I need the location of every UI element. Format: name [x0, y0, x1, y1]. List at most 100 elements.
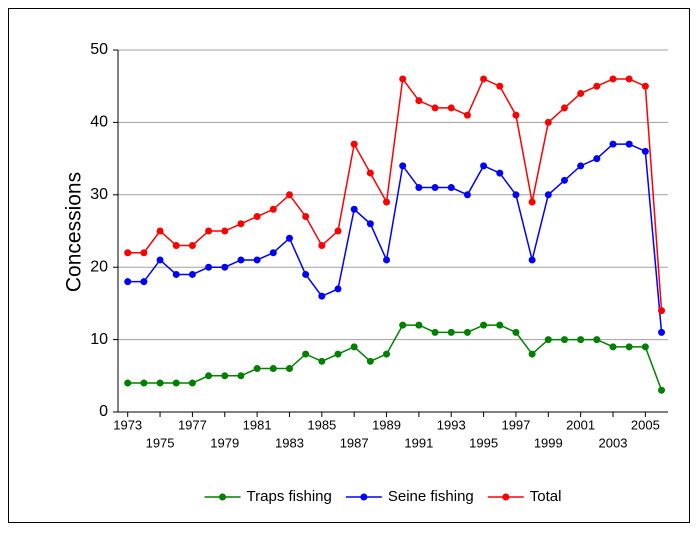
data-point — [528, 198, 536, 206]
data-point — [447, 328, 455, 336]
data-point — [140, 249, 148, 257]
data-point — [415, 97, 423, 105]
data-point — [156, 256, 164, 264]
data-point — [302, 350, 310, 358]
data-point — [593, 336, 601, 344]
x-tick-label: 1987 — [340, 435, 369, 450]
data-point — [625, 75, 633, 83]
x-tick-label: 1991 — [404, 435, 433, 450]
data-point — [140, 278, 148, 286]
data-point — [641, 82, 649, 90]
data-point — [366, 357, 374, 365]
data-point — [285, 191, 293, 199]
data-point — [625, 343, 633, 351]
data-point — [480, 75, 488, 83]
data-point — [188, 241, 196, 249]
data-point — [350, 140, 358, 148]
data-point — [285, 365, 293, 373]
x-tick-label: 1981 — [243, 417, 272, 432]
data-point — [496, 169, 504, 177]
x-tick-label: 1993 — [437, 417, 466, 432]
data-point — [188, 379, 196, 387]
data-point — [577, 336, 585, 344]
x-tick-label: 1979 — [210, 435, 239, 450]
series-line — [127, 143, 663, 333]
data-point — [431, 328, 439, 336]
data-point — [658, 328, 666, 336]
x-tick-label: 2005 — [631, 417, 660, 432]
legend-label: Total — [530, 488, 562, 505]
data-point — [253, 365, 261, 373]
y-axis-label: Concessions — [63, 172, 86, 292]
data-point — [496, 321, 504, 329]
legend-label: Seine fishing — [388, 488, 474, 505]
data-point — [496, 82, 504, 90]
x-tick-label: 1999 — [534, 435, 563, 450]
data-point — [383, 198, 391, 206]
y-tick-label: 30 — [90, 186, 108, 203]
legend-marker — [502, 493, 510, 501]
data-point — [366, 220, 374, 228]
data-point — [463, 191, 471, 199]
data-point — [172, 270, 180, 278]
data-point — [334, 350, 342, 358]
data-point — [560, 104, 568, 112]
data-point — [609, 140, 617, 148]
data-point — [156, 379, 164, 387]
data-point — [399, 162, 407, 170]
data-point — [237, 220, 245, 228]
data-point — [383, 350, 391, 358]
data-point — [577, 89, 585, 97]
y-tick-label: 0 — [99, 403, 108, 420]
data-point — [560, 176, 568, 184]
y-tick-label: 50 — [90, 41, 108, 58]
data-point — [577, 162, 585, 170]
data-point — [544, 191, 552, 199]
data-point — [221, 372, 229, 380]
data-point — [399, 75, 407, 83]
data-point — [188, 270, 196, 278]
data-point — [269, 249, 277, 257]
y-tick-label: 40 — [90, 114, 108, 131]
data-point — [658, 386, 666, 394]
data-point — [609, 343, 617, 351]
data-point — [383, 256, 391, 264]
data-point — [431, 104, 439, 112]
data-point — [609, 75, 617, 83]
data-point — [512, 111, 520, 119]
x-tick-label: 1989 — [372, 417, 401, 432]
data-point — [237, 256, 245, 264]
data-point — [237, 372, 245, 380]
data-point — [480, 162, 488, 170]
data-point — [593, 82, 601, 90]
data-point — [221, 263, 229, 271]
data-point — [285, 234, 293, 242]
data-point — [269, 205, 277, 213]
data-point — [302, 213, 310, 221]
data-point — [641, 343, 649, 351]
data-point — [269, 365, 277, 373]
series-line — [127, 324, 663, 391]
legend-marker — [360, 493, 368, 501]
data-point — [156, 227, 164, 235]
data-point — [350, 343, 358, 351]
y-tick-label: 20 — [90, 258, 108, 275]
data-point — [140, 379, 148, 387]
data-point — [366, 169, 374, 177]
y-tick-label: 10 — [90, 331, 108, 348]
data-point — [415, 321, 423, 329]
data-point — [350, 205, 358, 213]
data-point — [480, 321, 488, 329]
data-point — [172, 379, 180, 387]
data-point — [641, 147, 649, 155]
x-tick-label: 1975 — [146, 435, 175, 450]
x-tick-label: 2003 — [599, 435, 628, 450]
data-point — [528, 256, 536, 264]
data-point — [124, 278, 132, 286]
data-point — [334, 285, 342, 293]
data-point — [593, 155, 601, 163]
data-point — [560, 336, 568, 344]
data-point — [625, 140, 633, 148]
data-point — [253, 256, 261, 264]
